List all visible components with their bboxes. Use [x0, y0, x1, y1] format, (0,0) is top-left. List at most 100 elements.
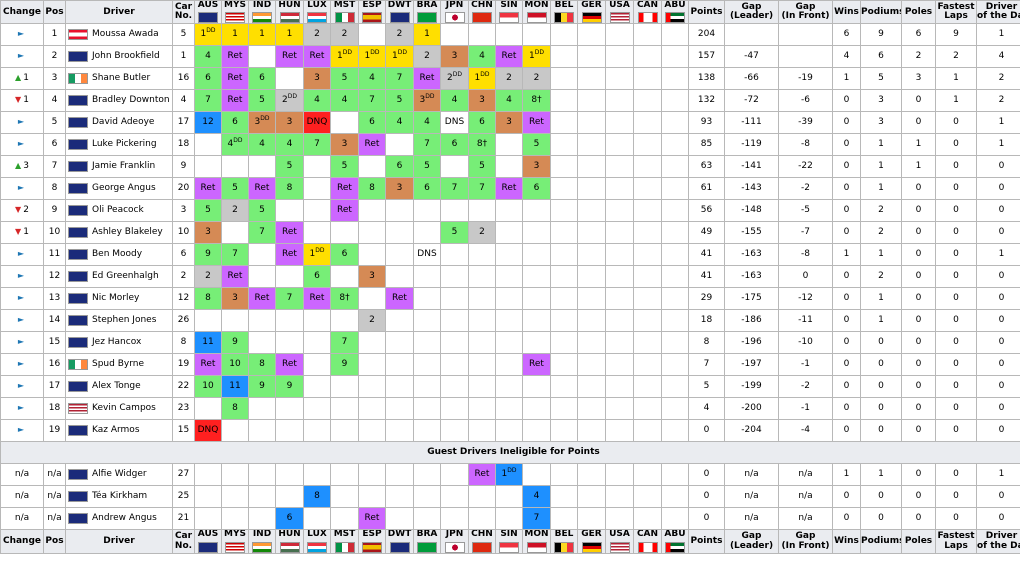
col-race-bra[interactable]: BRA	[413, 0, 441, 25]
race-result-cell	[194, 309, 222, 333]
col-race-aus[interactable]: AUS	[194, 0, 222, 25]
table-row[interactable]: ► 16 Spud Byrne 19 Ret 10 8 Ret 9 Ret 7 -197 -1 0 0 0 0 0	[0, 353, 1020, 377]
table-row[interactable]: ► 8 George Angus 20 Ret 5 Ret 8 Ret 8 3 6 7 7 Ret 6 61 -1…	[0, 177, 1020, 201]
table-row[interactable]: ► 15 Jez Hancox 8 11 9 7 8 -196 -10 0 0 0 0 0	[0, 331, 1020, 355]
col-race-ind[interactable]: IND	[248, 0, 276, 25]
col-race-mys[interactable]: MYS	[221, 0, 249, 25]
col-race-mst[interactable]: MST	[330, 0, 359, 25]
nationality-flag-icon	[68, 359, 88, 371]
col-race-jpn[interactable]: JPN	[440, 0, 469, 25]
col-race-aus[interactable]: AUS	[194, 529, 222, 554]
col-race-mon[interactable]: MON	[522, 529, 551, 554]
col-race-abu[interactable]: ABU	[661, 0, 689, 25]
col-race-can[interactable]: CAN	[633, 529, 662, 554]
table-row[interactable]: ► 11 Ben Moody 6 9 7 Ret 1DD 6 DNS 41 -163 -8 1 1 0 0 1	[0, 243, 1020, 267]
driver-cell[interactable]: Oli Peacock	[65, 199, 173, 223]
race-code: BEL	[554, 529, 574, 540]
driver-cell[interactable]: Kaz Armos	[65, 419, 173, 443]
table-row[interactable]: ► 2 John Brookfield 1 4 Ret Ret Ret 1DD 1DD 1DD 2 3 4…	[0, 45, 1020, 69]
driver-cell[interactable]: Alfie Widger	[65, 463, 173, 487]
guest-row[interactable]: n/a n/a Andrew Angus 21 6 Ret 7 0 n/a n/a 0 0 0 0 0	[0, 507, 1020, 531]
result-value: 5	[424, 161, 430, 172]
table-row[interactable]: ► 17 Alex Tonge 22 10 11 9 9 5 -199 -2 0 0 0 0 0	[0, 375, 1020, 399]
col-race-hun[interactable]: HUN	[275, 0, 304, 25]
race-result-cell: 2	[385, 23, 414, 47]
driver-cell[interactable]: Jez Hancox	[65, 331, 173, 355]
nationality-flag-icon	[68, 491, 88, 503]
col-race-esp[interactable]: ESP	[358, 0, 386, 25]
driver-cell[interactable]: Téa Kirkham	[65, 485, 173, 509]
driver-cell[interactable]: Kevin Campos	[65, 397, 173, 421]
table-row[interactable]: ► 13 Nic Morley 12 8 3 Ret 7 Ret 8† Ret 29 -175 -12 0 1…	[0, 287, 1020, 311]
col-race-ind[interactable]: IND	[248, 529, 276, 554]
col-race-esp[interactable]: ESP	[358, 529, 386, 554]
col-race-lux[interactable]: LUX	[303, 0, 331, 25]
col-race-mst[interactable]: MST	[330, 529, 359, 554]
col-fastest-laps: Fastest Laps	[935, 529, 977, 554]
guest-row[interactable]: n/a n/a Téa Kirkham 25 8 4 0 n/a n/a 0 0 0 0 0	[0, 485, 1020, 509]
driver-cell[interactable]: Shane Butler	[65, 67, 173, 91]
driver-cell[interactable]: Ashley Blakeley	[65, 221, 173, 245]
driver-name: Kaz Armos	[92, 425, 140, 435]
table-row[interactable]: ▼ 2 9 Oli Peacock 3 5 2 5 Ret 56 -148 -5 0 2 0 0 0	[0, 199, 1020, 223]
table-row[interactable]: ▲ 3 7 Jamie Franklin 9 5 5 6 5 5 3 63 -141 -22 0 1 1 0 0	[0, 155, 1020, 179]
driver-cell[interactable]: Stephen Jones	[65, 309, 173, 333]
driver-cell[interactable]: John Brookfield	[65, 45, 173, 69]
table-row[interactable]: ► 12 Ed Greenhalgh 2 2 Ret 6 3 41 -163 0 0 2 0 0 0	[0, 265, 1020, 289]
col-race-sin[interactable]: SIN	[495, 529, 523, 554]
table-row[interactable]: ► 6 Luke Pickering 18 4DD 4 4 7 3 Ret 7 6 8† 5 85 -119-…	[0, 133, 1020, 157]
driver-cell[interactable]: Ed Greenhalgh	[65, 265, 173, 289]
result-tag: DD	[206, 27, 216, 35]
race-result-cell	[358, 419, 386, 443]
col-race-ger[interactable]: GER	[577, 0, 606, 25]
col-race-bel[interactable]: BEL	[550, 0, 578, 25]
col-race-chn[interactable]: CHN	[468, 529, 496, 554]
driver-cell[interactable]: Moussa Awada	[65, 23, 173, 47]
table-row[interactable]: ▲ 1 3 Shane Butler 16 6 Ret 6 3 5 4 7 Ret 2DD 1DD 2 2 138…	[0, 67, 1020, 91]
driver-cell[interactable]: David Adeoye	[65, 111, 173, 135]
col-race-jpn[interactable]: JPN	[440, 529, 469, 554]
driver-cell[interactable]: Spud Byrne	[65, 353, 173, 377]
table-row[interactable]: ► 1 Moussa Awada 5 1DD 1 1 1 2 2 2 1 204 6 9 6 9 1	[0, 23, 1020, 47]
gap-front-cell: -19	[778, 67, 833, 91]
table-row[interactable]: ► 14 Stephen Jones 26 2 18 -186 -11 0 1 0 0 0	[0, 309, 1020, 333]
col-race-bra[interactable]: BRA	[413, 529, 441, 554]
col-race-dwt[interactable]: DWT	[385, 0, 414, 25]
table-row[interactable]: ► 5 David Adeoye 17 12 6 3DD 3 DNQ 6 4 4 DNS 6 3 Ret 93-…	[0, 111, 1020, 135]
col-race-can[interactable]: CAN	[633, 0, 662, 25]
driver-cell[interactable]: Nic Morley	[65, 287, 173, 311]
col-race-usa[interactable]: USA	[605, 0, 634, 25]
col-race-sin[interactable]: SIN	[495, 0, 523, 25]
table-row[interactable]: ▼ 1 10 Ashley Blakeley 10 3 7 Ret 5 2 49 -155 -7 0 2 0 0…	[0, 221, 1020, 245]
driver-cell[interactable]: Luke Pickering	[65, 133, 173, 157]
race-result-cell	[221, 507, 249, 531]
col-race-ger[interactable]: GER	[577, 529, 606, 554]
col-race-abu[interactable]: ABU	[661, 529, 689, 554]
driver-cell[interactable]: Ben Moody	[65, 243, 173, 267]
race-result-cell	[440, 463, 469, 487]
guest-row[interactable]: n/a n/a Alfie Widger 27 Ret 1DD 0 n/a n/a 1 1 0 0 1	[0, 463, 1020, 487]
col-poles: Poles	[901, 0, 936, 25]
driver-cell[interactable]: Jamie Franklin	[65, 155, 173, 179]
table-row[interactable]: ► 19 Kaz Armos 15 DNQ 0 -204 -4 0 0 0 0 0	[0, 419, 1020, 443]
race-code: HUN	[278, 529, 301, 540]
col-race-bel[interactable]: BEL	[550, 529, 578, 554]
race-code: MYS	[224, 529, 246, 540]
race-result-cell	[633, 375, 662, 399]
table-row[interactable]: ► 18 Kevin Campos 23 8 4 -200 -1 0 0 0 0 0	[0, 397, 1020, 421]
driver-cell[interactable]: George Angus	[65, 177, 173, 201]
position-cell: 15	[43, 331, 66, 355]
col-race-chn[interactable]: CHN	[468, 0, 496, 25]
race-result-cell: 4	[303, 89, 331, 113]
col-car-no: Car No.	[172, 0, 195, 25]
col-race-usa[interactable]: USA	[605, 529, 634, 554]
driver-cell[interactable]: Bradley Downton	[65, 89, 173, 113]
col-race-mys[interactable]: MYS	[221, 529, 249, 554]
col-race-lux[interactable]: LUX	[303, 529, 331, 554]
col-race-hun[interactable]: HUN	[275, 529, 304, 554]
table-row[interactable]: ▼ 1 4 Bradley Downton 4 7 Ret 5 2DD 4 4 7 5 3DD 4 3 4 8† 1…	[0, 89, 1020, 113]
col-race-dwt[interactable]: DWT	[385, 529, 414, 554]
col-race-mon[interactable]: MON	[522, 0, 551, 25]
driver-cell[interactable]: Alex Tonge	[65, 375, 173, 399]
driver-cell[interactable]: Andrew Angus	[65, 507, 173, 531]
